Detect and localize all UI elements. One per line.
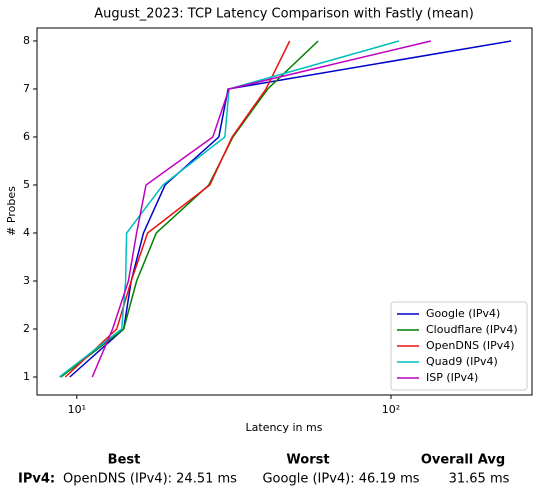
chart-title: August_2023: TCP Latency Comparison with… [94,7,474,22]
legend-label: Google (IPv4) [426,307,500,320]
plot-frame [36,27,533,396]
y-axis-label: # Probes [5,186,18,236]
legend-label: Quad9 (IPv4) [426,355,498,368]
x-axis-label: Latency in ms [246,421,323,434]
y-tick-label: 6 [23,130,30,143]
legend-box [390,301,528,391]
x-tick-label: 10² [382,403,400,416]
series-line [64,40,291,378]
summary-row-label: IPv4: [18,472,55,487]
summary-header: Worst [286,453,329,468]
series-line [58,40,400,378]
summary-cell: OpenDNS (IPv4): 24.51 ms [63,472,237,487]
y-tick-label: 2 [23,322,30,335]
y-tick-label: 3 [23,274,30,287]
summary-cell: Google (IPv4): 46.19 ms [262,472,419,487]
legend-label: ISP (IPv4) [426,371,478,384]
y-tick-label: 8 [23,34,30,47]
y-tick-label: 4 [23,226,30,239]
summary-cell: 31.65 ms [449,472,510,487]
series-line [60,40,319,378]
series-line [91,40,432,378]
summary-header: Overall Avg [421,453,505,468]
summary-header: Best [108,453,141,468]
y-tick-label: 1 [23,370,30,383]
legend-label: Cloudflare (IPv4) [426,323,518,336]
legend-label: OpenDNS (IPv4) [426,339,515,352]
x-tick-label: 10¹ [68,403,86,416]
y-tick-label: 7 [23,82,30,95]
y-tick-label: 5 [23,178,30,191]
